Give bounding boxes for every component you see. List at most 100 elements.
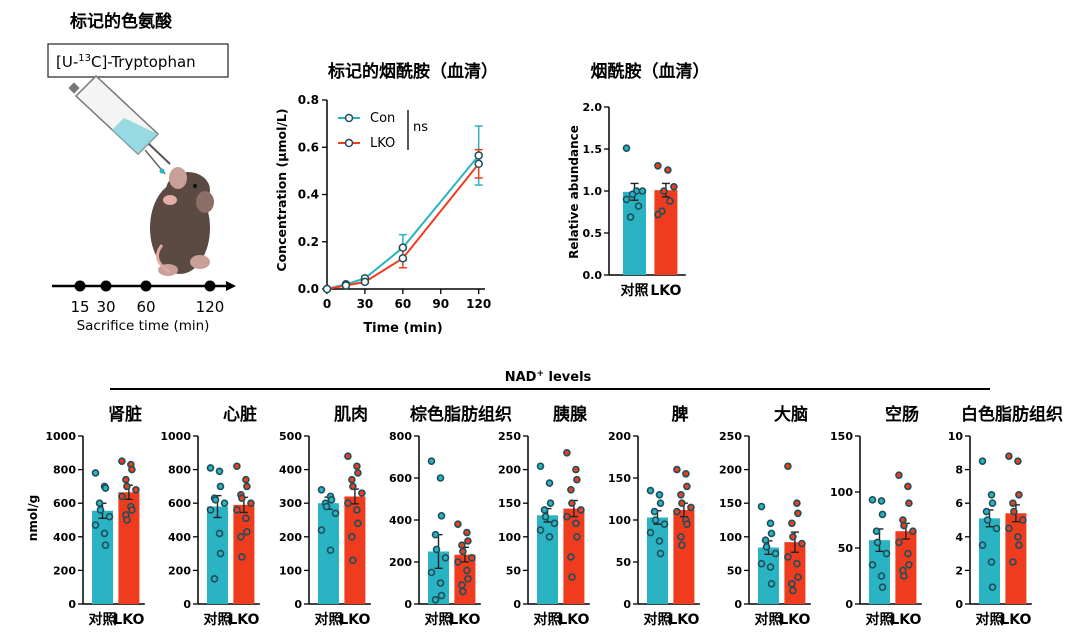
nad-ytick-label: 150 [498,497,521,510]
nad-point-lko [572,465,580,474]
nad-ytick-label: 2 [955,564,963,577]
nad-ytick-label: 50 [727,564,743,577]
nad-ytick-label: 800 [53,464,76,477]
timeline-tick-60: 60 [136,298,155,316]
nad-category-con: 对照 [315,611,343,628]
serum-point-lko [654,162,662,170]
tracer-label: [U-13C]-Tryptophan [56,53,196,71]
line-legend: Con LKO ns [338,110,428,151]
nad-point-con [105,512,114,521]
timeline-label: Sacrifice time (min) [77,318,210,334]
nad-ytick-label: 200 [498,464,521,477]
nad-point-lko [463,528,471,537]
mouse-icon [150,167,214,276]
nad-point-con [91,521,100,529]
nad-ytick-label: 100 [279,564,302,577]
nad-point-lko [798,539,806,548]
nad-point-con [317,526,326,534]
nad-category-con: 对照 [976,611,1004,628]
data-point-con [474,151,483,160]
nad-point-lko [118,492,126,501]
nad-panel-title: 空肠 [885,404,919,425]
nad-point-con [656,499,665,508]
nad-point-lko [349,482,357,491]
nad-point-con [771,549,780,558]
nad-category-lko: LKO [779,612,810,628]
nad-point-con [882,549,891,558]
nad-point-con [757,502,766,511]
nad-point-lko [794,573,802,581]
tracer-superscript: 13 [78,53,91,64]
nad-point-lko [458,541,466,550]
nad-point-con [101,541,110,550]
nad-point-con [987,558,996,566]
serum-point-lko [664,166,672,174]
nad-point-lko [123,516,131,524]
serum-ytick-label: 2.0 [583,101,603,114]
nad-point-con [987,490,996,499]
nad-ytick-label: 200 [279,531,302,544]
data-point-lko [322,284,332,294]
nad-point-lko [788,519,796,528]
nad-point-lko [243,527,251,536]
nad-point-con [992,524,1001,533]
nad-ytick-label: 150 [830,430,853,443]
nad-point-lko [895,471,903,480]
timepoint-dot-15 [74,280,86,292]
timeline-tick-30: 30 [96,298,115,316]
timepoint-dot-120 [204,280,216,292]
nad-ytick-label: 0 [955,598,963,611]
nad-point-lko [567,485,575,494]
nad-point-lko [677,490,685,499]
nad-ytick-label: 10 [948,430,964,443]
nad-point-con [536,526,545,534]
legend-marker-con [344,113,354,123]
nad-bar-con [318,503,339,604]
nad-ytick-label: 50 [506,564,522,577]
serum-ytick-label: 0.0 [583,269,603,282]
serum-point-con [622,144,631,152]
nad-point-lko [118,457,126,466]
nad-point-lko [568,573,576,581]
nad-point-lko [683,520,691,529]
timeline-tick-15: 15 [70,298,89,316]
nad-point-lko [1009,558,1017,566]
line-chart-ytick-label: 0.0 [298,282,319,296]
nad-point-con [646,528,655,537]
nad-ytick-label: 400 [389,514,412,527]
serum-chart-ylabel: Relative abundance [567,125,581,259]
nad-point-lko [1019,516,1027,524]
nad-ytick-label: 600 [168,497,191,510]
serum-point-lko [666,197,674,205]
nad-point-con [427,457,436,466]
nad-ytick-label: 100 [719,531,742,544]
nad-category-con: 对照 [425,611,453,628]
nad-point-con [100,529,109,538]
nad-point-con [766,519,775,528]
nad-point-con [878,510,887,519]
nad-point-con [988,499,997,508]
nad-point-con [431,530,440,539]
nad-point-lko [1010,507,1018,516]
nad-point-lko [238,494,246,502]
nad-panel-title: 大脑 [774,404,808,425]
legend-label-con: Con [370,111,395,126]
nad-ytick-label: 8 [955,464,963,477]
nad-point-lko [242,514,250,523]
nad-category-lko: LKO [1000,612,1031,628]
nad-point-con [546,499,555,508]
nad-point-lko [673,465,681,474]
nad-point-lko [794,509,802,518]
nad-point-con [436,474,445,482]
data-point-lko [341,281,351,290]
nad-ytick-label: 0 [623,598,631,611]
nad-ytick-label: 400 [53,531,76,544]
nad-panel-title: 胰腺 [553,404,588,425]
legend-label-lko: LKO [370,136,395,151]
nad-ytick-label: 150 [608,472,631,485]
nad-category-lko: LKO [339,612,370,628]
nad-point-lko [1014,532,1022,541]
nad-point-lko [468,553,476,562]
